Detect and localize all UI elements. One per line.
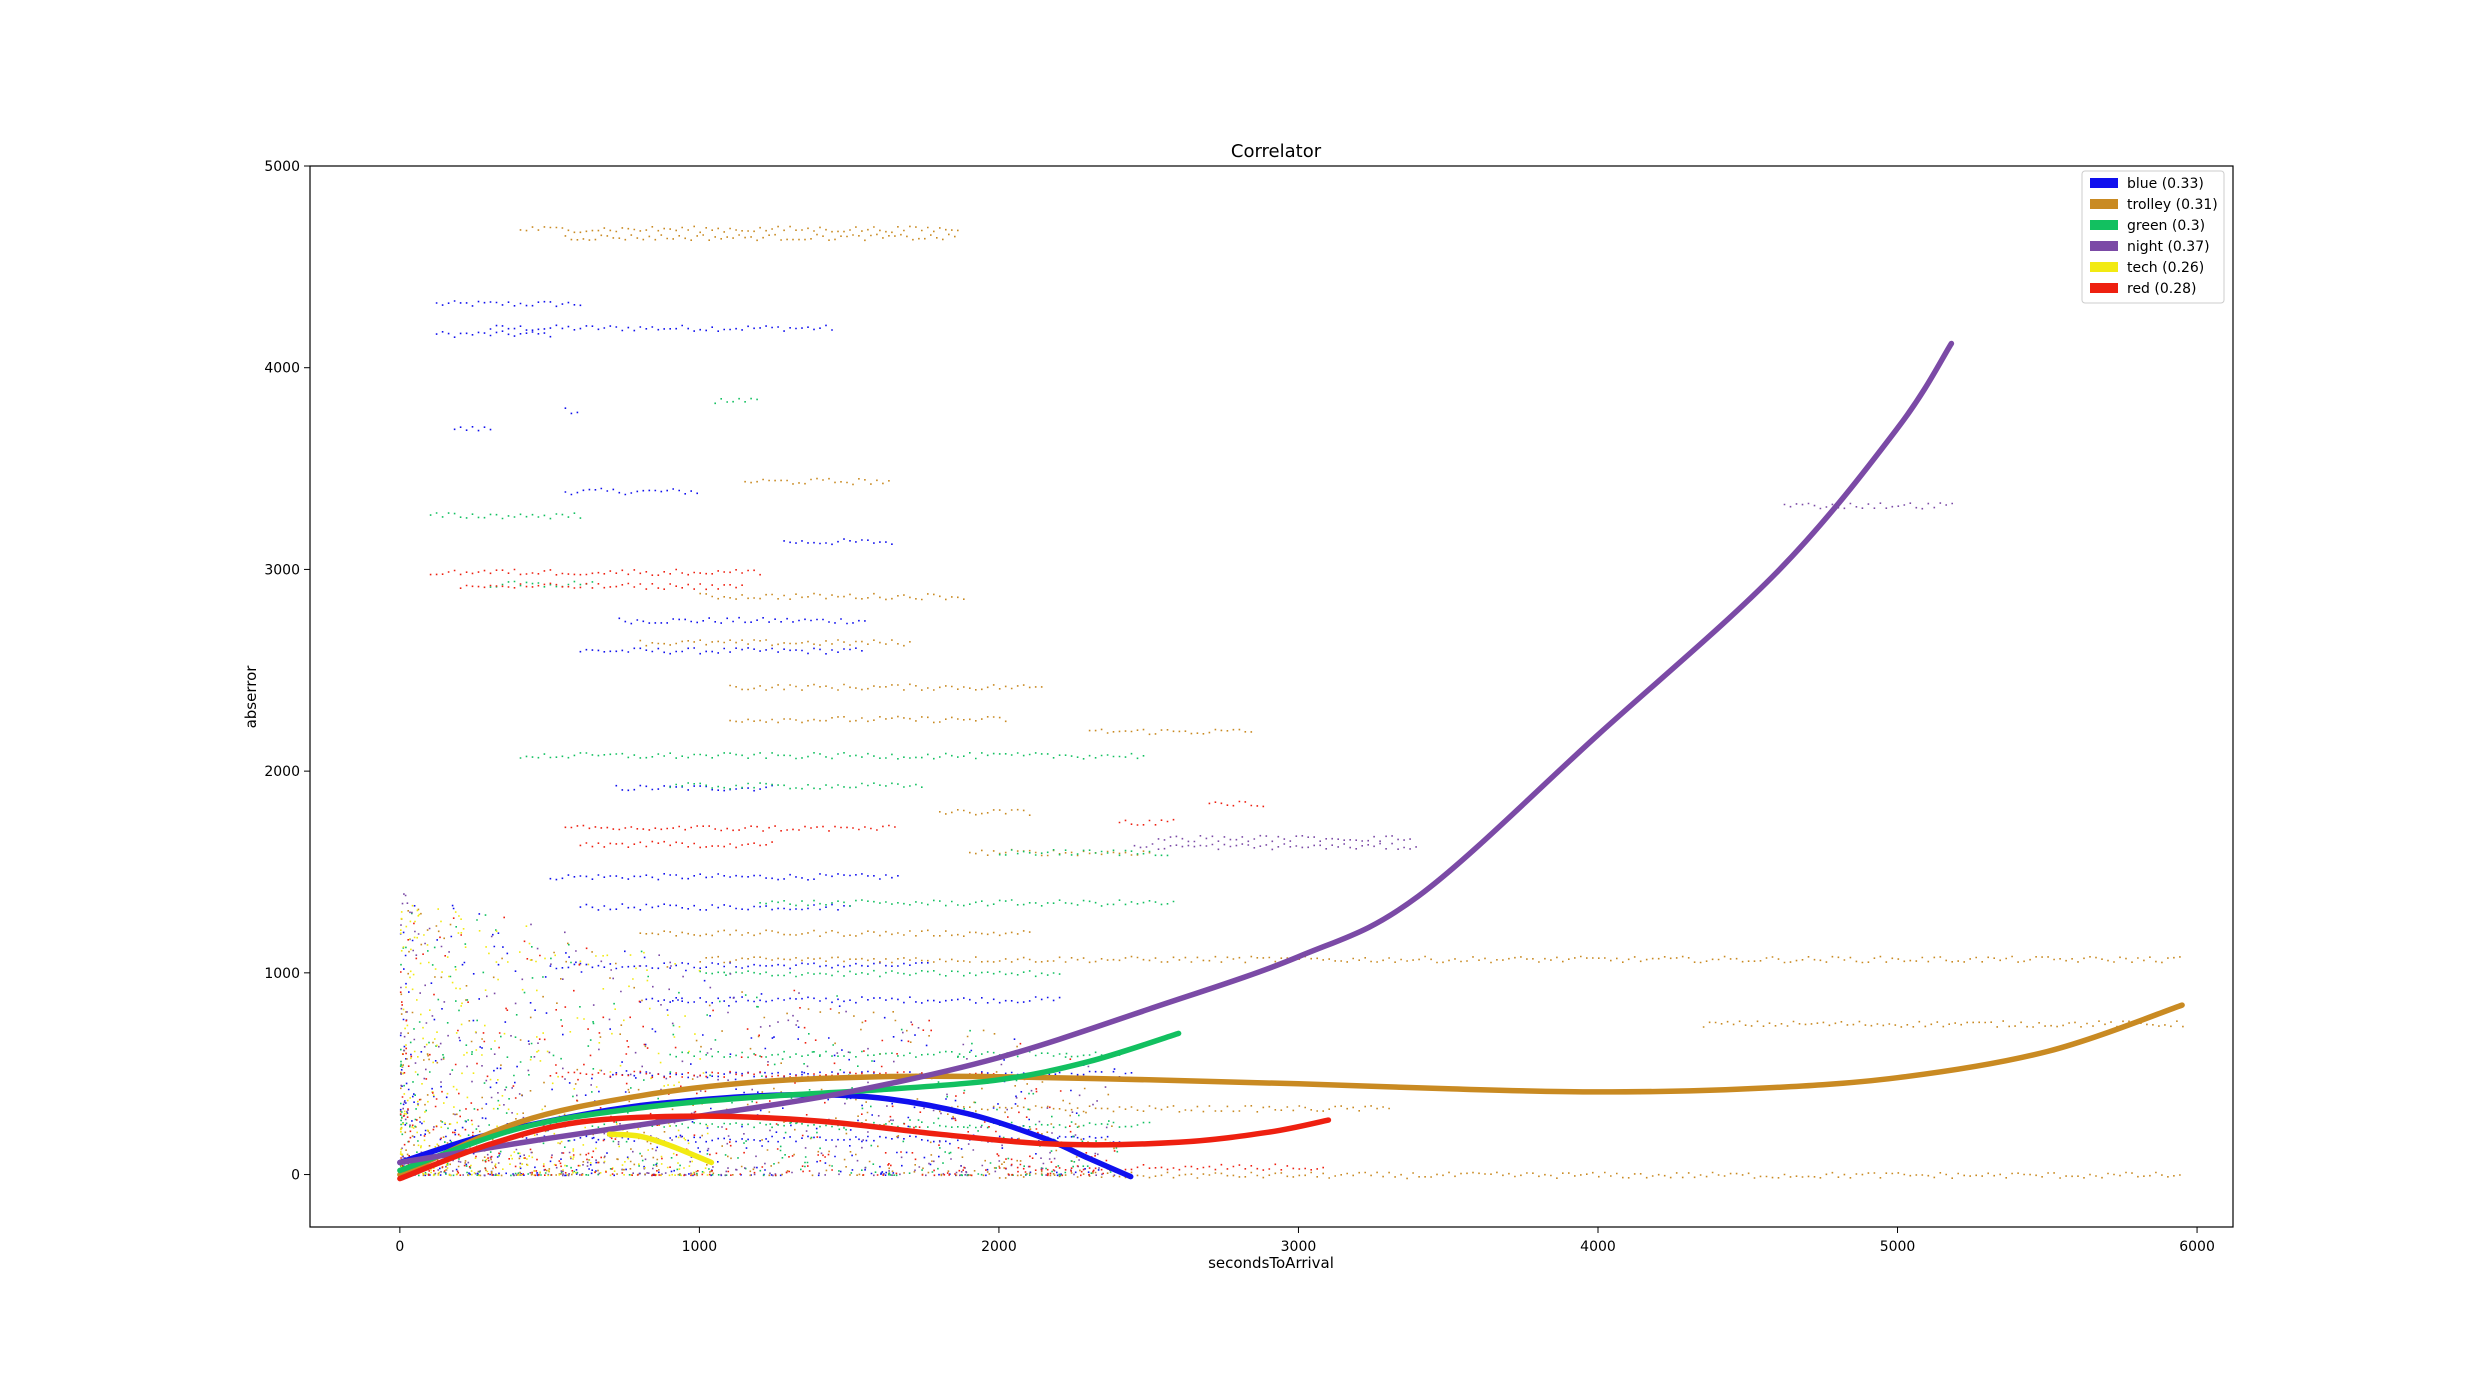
legend-swatch-green: [2090, 220, 2118, 230]
scatter-series-blue: [399, 300, 1133, 1177]
y-axis-label: abserror: [242, 665, 260, 729]
chart-title: Correlator: [1231, 141, 1322, 162]
legend-swatch-tech: [2090, 262, 2118, 272]
y-axis: 0 1000 2000 3000 4000 5000: [264, 159, 310, 1184]
fit-curve-tech: [606, 1131, 715, 1166]
legend-label-trolley: trolley (0.31): [2127, 197, 2218, 213]
legend-label-blue: blue (0.33): [2127, 176, 2204, 192]
x-tick-label: 2000: [981, 1239, 1017, 1255]
x-tick-label: 5000: [1880, 1239, 1916, 1255]
legend: blue (0.33) trolley (0.31) green (0.3) nigh…: [2081, 170, 2225, 304]
x-tick-label: 6000: [2179, 1239, 2215, 1255]
x-tick-label: 1000: [682, 1239, 718, 1255]
legend-label-tech: tech (0.26): [2127, 260, 2204, 276]
axes-frame: [309, 165, 2234, 1228]
legend-swatch-blue: [2090, 178, 2118, 188]
legend-label-night: night (0.37): [2127, 239, 2210, 255]
y-tick-label: 5000: [264, 159, 300, 175]
x-axis: 0 1000 2000 3000 4000 5000 6000: [395, 1227, 2215, 1255]
x-tick-label: 4000: [1580, 1239, 1616, 1255]
fit-curves-layer: [397, 340, 2185, 1182]
y-tick-label: 1000: [264, 966, 300, 982]
plot-area: [397, 225, 2185, 1182]
fit-curve-red: [397, 1113, 1332, 1182]
y-tick-label: 0: [291, 1168, 300, 1184]
x-tick-label: 0: [395, 1239, 404, 1255]
x-tick-label: 3000: [1281, 1239, 1317, 1255]
scatter-points-layer: [399, 225, 2184, 1180]
legend-swatch-trolley: [2090, 199, 2118, 209]
legend-label-green: green (0.3): [2127, 218, 2205, 234]
scatter-points-blue: [399, 300, 1133, 1177]
legend-label-red: red (0.28): [2127, 281, 2197, 297]
fit-curve-trolley: [397, 1002, 2185, 1178]
legend-swatch-night: [2090, 241, 2118, 251]
legend-swatch-red: [2090, 283, 2118, 293]
x-axis-label: secondsToArrival: [1208, 1254, 1334, 1272]
y-tick-label: 3000: [264, 562, 300, 578]
fit-curve-green: [397, 1030, 1182, 1174]
y-tick-label: 4000: [264, 361, 300, 377]
y-tick-label: 2000: [264, 764, 300, 780]
